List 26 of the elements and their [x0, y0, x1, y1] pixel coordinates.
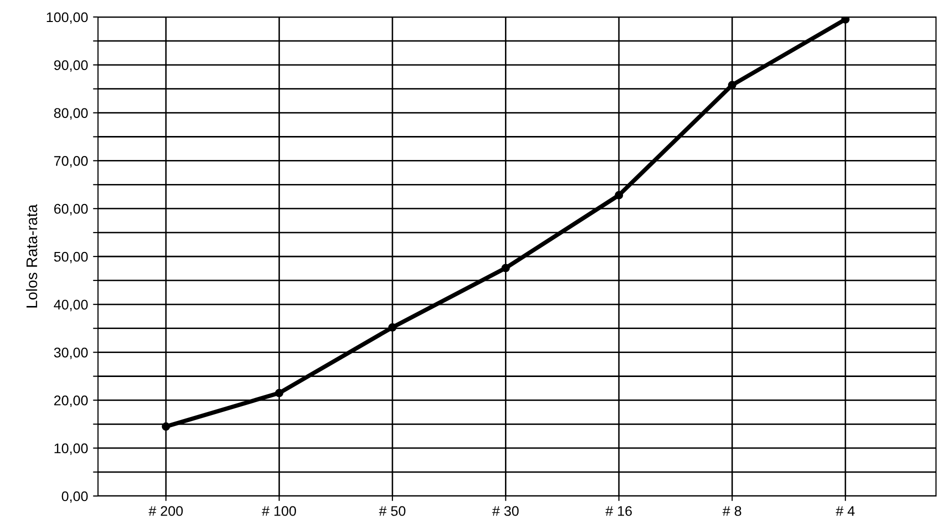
- x-tick-label: # 200: [148, 506, 183, 516]
- y-tick-label: 40,00: [54, 300, 88, 312]
- point: [841, 17, 850, 24]
- point: [728, 80, 736, 90]
- point: [502, 264, 510, 272]
- y-tick-label: 70,00: [54, 156, 88, 168]
- y-tick-label: 20,00: [54, 396, 88, 408]
- y-tick-label: 60,00: [54, 204, 88, 216]
- point: [162, 422, 170, 431]
- x-tick-label: # 30: [492, 506, 519, 516]
- y-tick-label: 30,00: [54, 348, 88, 360]
- y-tick-label: 50,00: [54, 252, 88, 264]
- x-tick-label: # 4: [836, 506, 855, 516]
- y-tick-label: 10,00: [54, 443, 88, 455]
- x-tick-label: # 8: [722, 506, 742, 516]
- x-tick-label: # 50: [378, 506, 406, 516]
- y-tick-label: 0,00: [62, 491, 88, 503]
- x-tick-label: # 16: [605, 506, 632, 516]
- x-tick-label: # 100: [262, 506, 296, 516]
- y-axis-title: Lolos Rata-rata: [26, 204, 38, 308]
- y-tick-label: 80,00: [54, 108, 88, 120]
- point: [614, 191, 624, 200]
- y-tick-label: 100,00: [46, 12, 88, 24]
- y-tick-label: 90,00: [54, 60, 88, 72]
- point: [275, 388, 284, 398]
- point: [388, 323, 397, 332]
